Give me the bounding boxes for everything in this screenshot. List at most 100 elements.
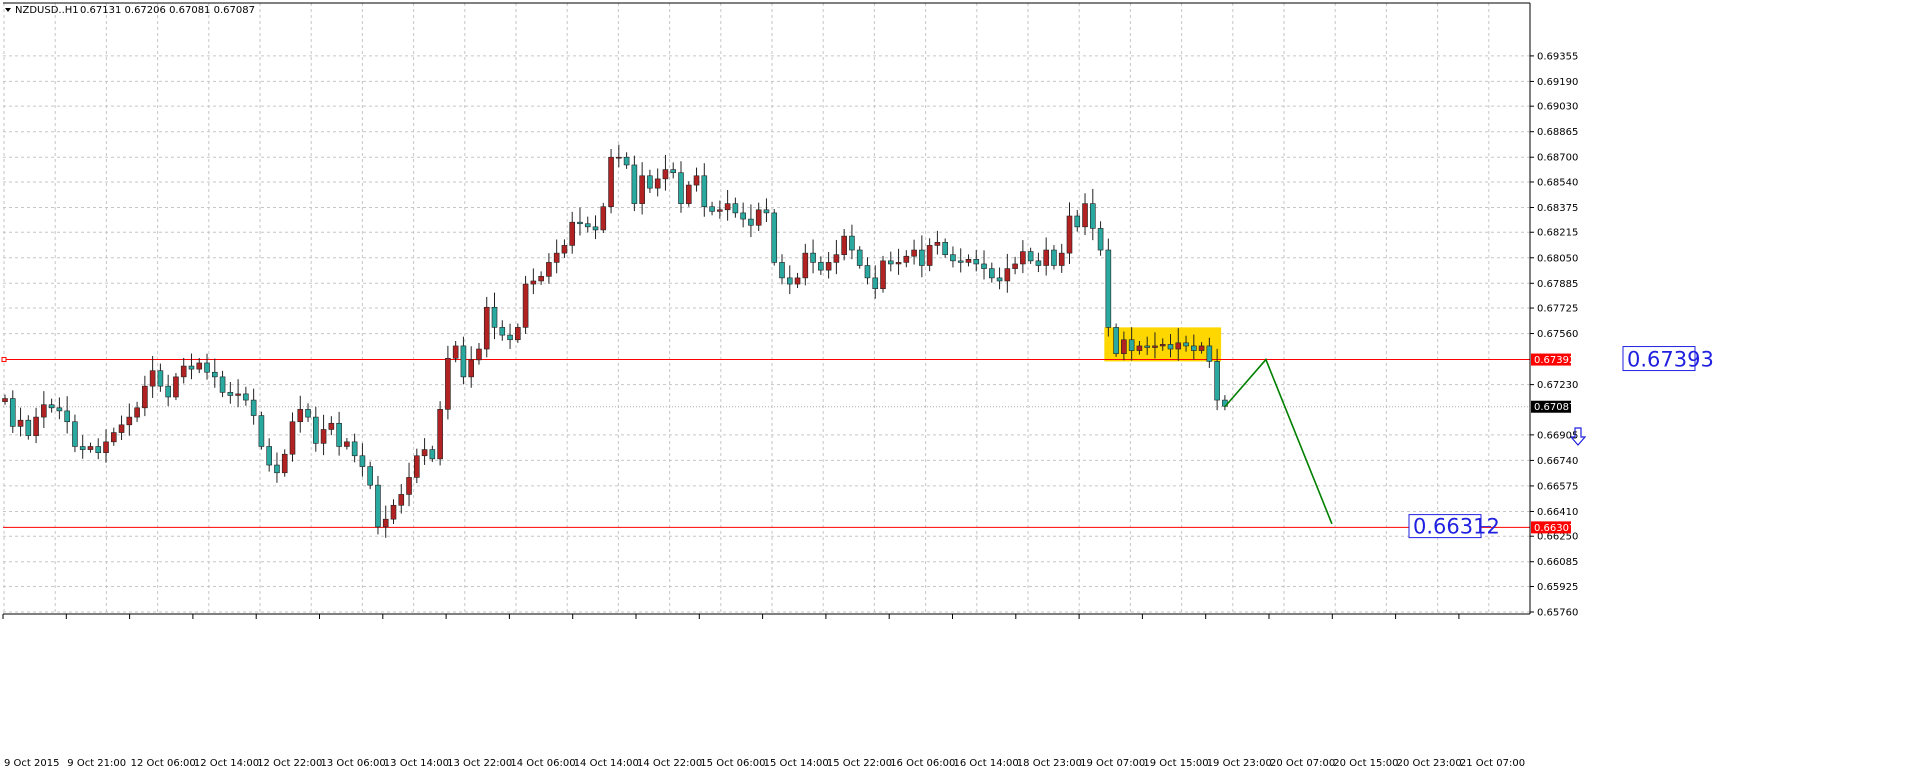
candle-bearish [359,455,366,467]
candle-bullish [1136,345,1143,351]
candle-bullish [755,209,762,226]
price-tag-label: 0.67087 [1534,402,1575,413]
candle-bearish [95,446,102,453]
candle-bearish [942,241,948,255]
candle-bearish [274,464,280,474]
y-tick-label: 0.66250 [1537,532,1578,543]
candle-bullish [437,409,443,460]
candle-bearish [375,484,381,528]
candle-bullish [103,441,109,453]
y-tick-label: 0.67725 [1537,304,1578,315]
candle-bearish [204,362,210,373]
candle-bearish [219,376,226,393]
candle-bearish [973,259,980,265]
candle-bearish [250,399,257,416]
x-tick-label: 12 Oct 14:00 [194,758,259,769]
candle-bearish [64,410,70,423]
candle-bearish [856,249,863,266]
candle-bearish [818,262,824,271]
y-tick-label: 0.65760 [1537,608,1578,619]
candle-bearish [243,393,249,401]
y-tick-label: 0.66085 [1537,557,1578,568]
candle-bullish [841,235,847,255]
candle-bullish [196,362,203,370]
candle-bullish [1058,252,1065,266]
candle-bullish [685,184,692,204]
candle-bullish [1043,249,1049,266]
x-tick-label: 21 Oct 07:00 [1460,758,1525,769]
candle-bearish [367,466,373,486]
candle-bullish [802,252,809,279]
candle-bullish [1159,344,1166,347]
candle-bearish [779,262,785,279]
x-tick-label: 15 Oct 22:00 [827,758,892,769]
candle-bearish [584,223,591,228]
candle-bearish [810,252,816,263]
candle-bullish [569,221,576,246]
candle-bearish [266,446,272,466]
candle-bullish [398,494,405,506]
candle-bullish [476,348,482,361]
candle-bullish [344,441,350,447]
candle-bullish [134,407,140,418]
x-tick-label: 13 Oct 14:00 [384,758,449,769]
candle-bearish [950,254,956,262]
y-tick-label: 0.69030 [1537,102,1578,113]
candle-bearish [429,449,436,460]
y-tick-label: 0.67230 [1537,380,1578,391]
projection-line [1224,358,1333,525]
candle-bullish [235,393,241,396]
candle-bullish [911,249,917,257]
candle-bearish [996,277,1003,282]
candle-bullish [382,518,389,528]
candle-bullish [1020,251,1026,265]
candle-bearish [957,260,964,263]
candle-bullish [180,365,187,378]
x-tick-label: 14 Oct 14:00 [574,758,639,769]
candle-bearish [732,203,739,214]
y-tick-label: 0.68540 [1537,177,1578,188]
x-tick-label: 13 Oct 06:00 [321,758,386,769]
candle-bearish [1167,344,1174,350]
x-tick-label: 16 Oct 06:00 [890,758,955,769]
candle-bearish [79,446,86,450]
y-tick-label: 0.68050 [1537,253,1578,264]
candle-bullish [1004,268,1011,282]
candle-bullish [934,241,941,246]
candle-bearish [647,175,653,189]
candle-bearish [1105,249,1112,328]
candle-bearish [1113,327,1119,354]
candle-bullish [538,276,544,282]
candle-bearish [1206,345,1213,362]
candle-bearish [305,409,311,418]
dropdown-triangle-icon[interactable] [5,8,11,12]
candle-bullish [2,398,8,402]
x-tick-label: 13 Oct 22:00 [447,758,512,769]
candle-bullish [926,245,933,266]
candle-bearish [351,441,358,457]
candle-bearish [460,345,467,378]
candle-bullish [87,446,94,450]
candle-bullish [1121,339,1127,354]
candle-bullish [833,254,840,263]
x-tick-label: 14 Oct 22:00 [637,758,702,769]
y-tick-label: 0.66905 [1537,430,1578,441]
x-tick-label: 12 Oct 06:00 [131,758,196,769]
line-anchor-handle[interactable] [1,357,7,363]
candle-bearish [887,260,894,265]
horizontal-lines [1,357,1530,528]
candle-bullish [965,259,972,263]
projection-path [1224,358,1333,525]
candle-bearish [872,277,879,290]
price-annotation-box[interactable] [1622,346,1696,372]
candle-bullish [173,376,179,398]
candle-bullish [452,345,459,359]
candle-bearish [740,212,746,220]
candle-bearish [1144,345,1150,348]
candle-bullish [1082,203,1088,228]
x-tick-label: 20 Oct 07:00 [1270,758,1335,769]
candle-bullish [1175,342,1182,350]
candle-bearish [1097,228,1104,251]
